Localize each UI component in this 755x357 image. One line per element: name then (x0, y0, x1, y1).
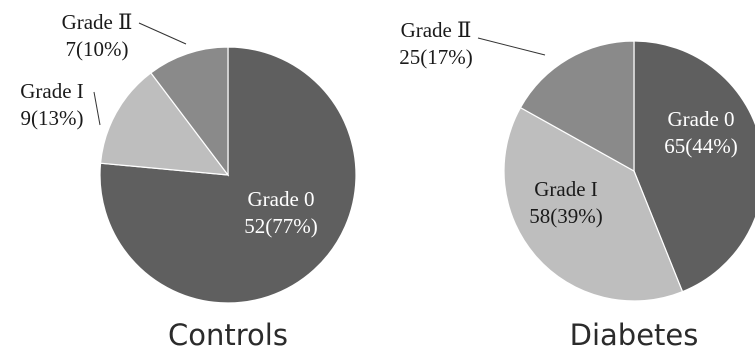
pie-slice-diabetes-g2 (519, 40, 635, 173)
slice-value-controls-g1: 9(13%) (21, 106, 84, 130)
slice-label-controls-g2: Grade Ⅱ (62, 10, 133, 34)
slice-label-diabetes-g0: Grade 0 (667, 107, 734, 131)
chart-title-controls: Controls (168, 318, 288, 352)
slice-value-diabetes-g2: 25(17%) (399, 45, 472, 69)
slice-label-diabetes-g1: Grade I (534, 177, 598, 201)
slice-label-controls-g0: Grade 0 (247, 187, 314, 211)
pie-slice-diabetes-g0 (633, 40, 755, 293)
pie-slice-diabetes-g1 (503, 106, 684, 302)
pie-chart-diabetes: Grade 0 65(44%) Grade I 58(39%) Grade Ⅱ 25(17… (399, 18, 755, 302)
leader-line-diabetes-g2 (477, 37, 546, 56)
slice-value-controls-g2: 7(10%) (66, 37, 129, 61)
slice-value-diabetes-g0: 65(44%) (664, 134, 737, 158)
pie-slice-controls-g0 (99, 46, 357, 304)
leader-line-controls-g1 (93, 91, 101, 126)
slice-value-diabetes-g1: 58(39%) (529, 204, 602, 228)
pie-slice-controls-g2 (150, 46, 229, 177)
leader-line-controls-g2 (138, 22, 187, 45)
slice-value-controls-g0: 52(77%) (244, 214, 317, 238)
slice-label-diabetes-g2: Grade Ⅱ (401, 18, 472, 42)
slice-label-controls-g1: Grade I (20, 79, 84, 103)
pie-chart-controls: Grade 0 52(77%) Grade I 9(13%) Grade Ⅱ 7(10%) (20, 10, 357, 304)
pie-slice-controls-g1 (99, 72, 230, 176)
chart-title-diabetes: Diabetes (570, 318, 699, 352)
